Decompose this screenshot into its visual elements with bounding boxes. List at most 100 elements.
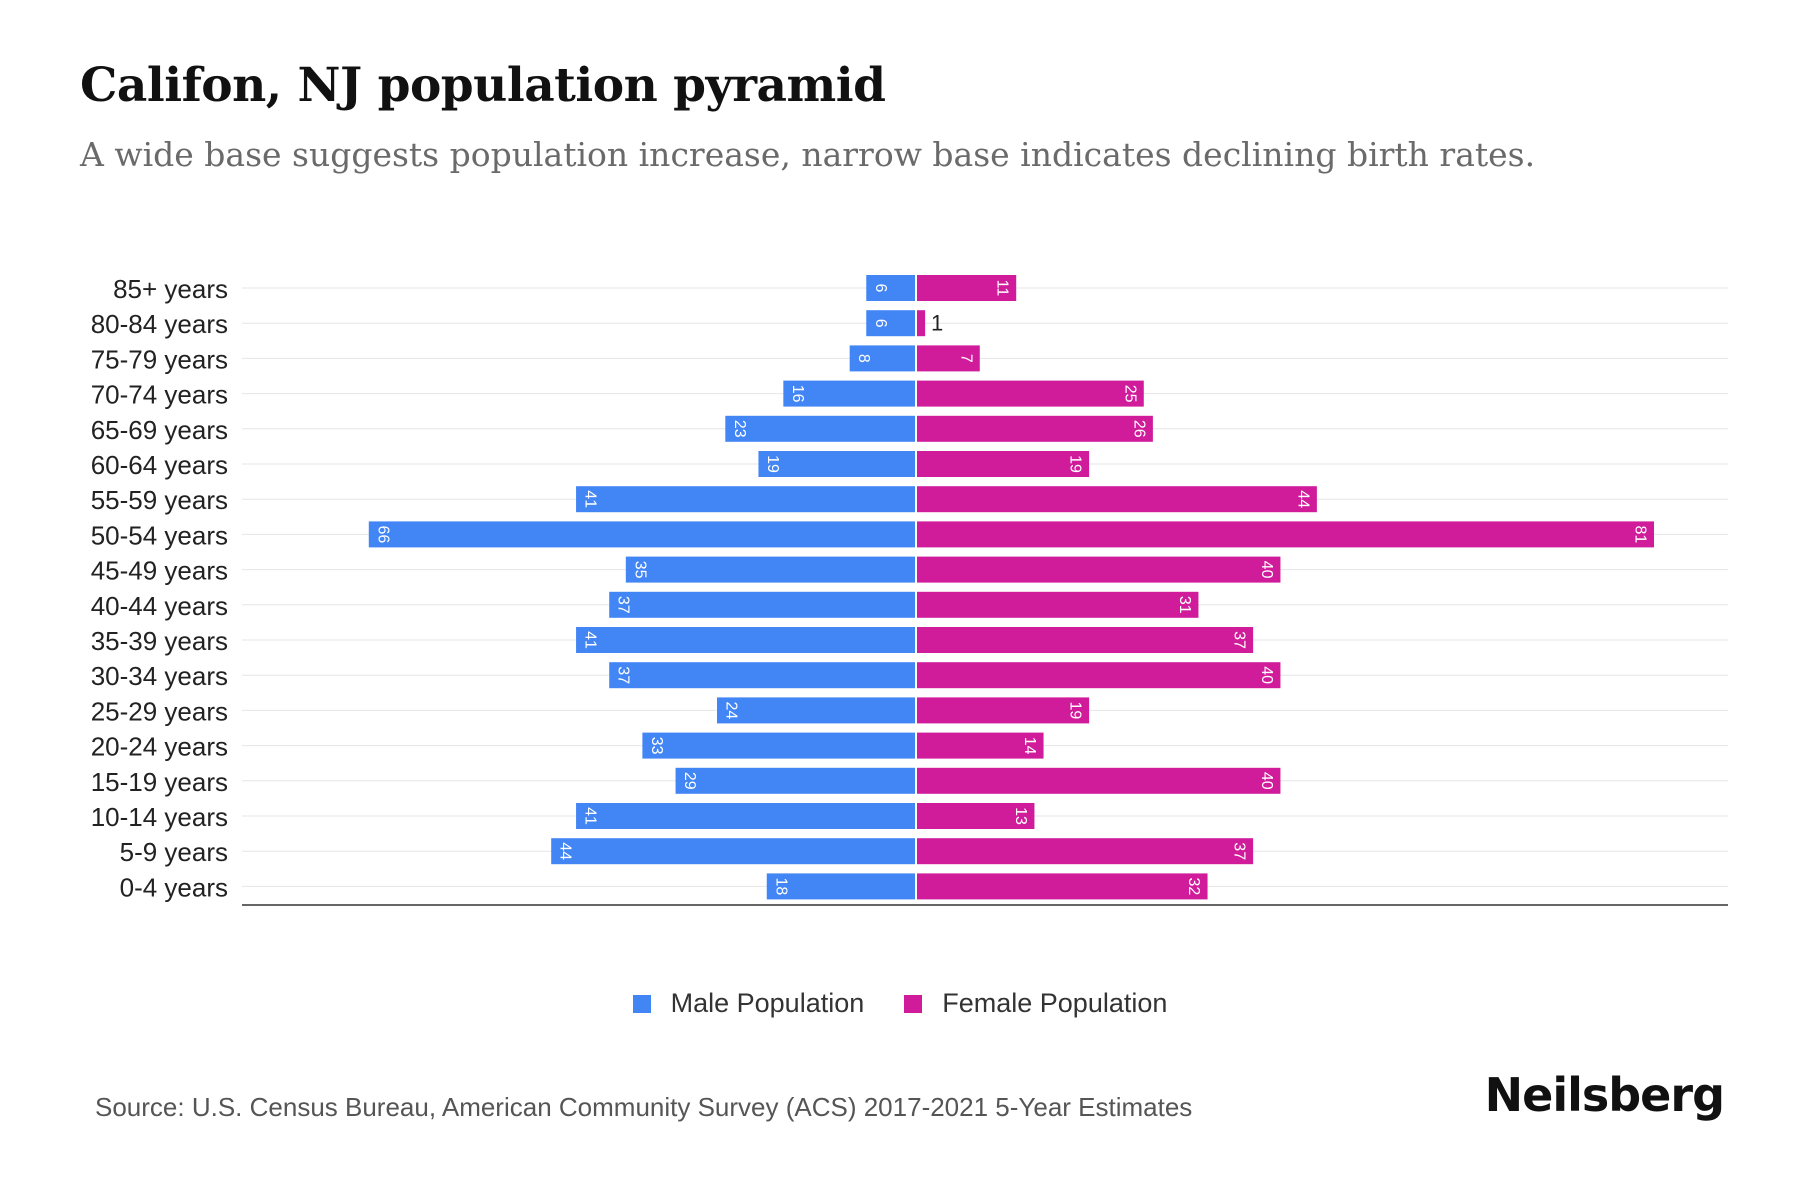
- bar-female[interactable]: [916, 310, 926, 337]
- y-tick-label: 85+ years: [113, 274, 228, 304]
- chart-title: Califon, NJ population pyramid: [80, 58, 886, 113]
- bar-male[interactable]: [576, 627, 916, 653]
- data-label-female: 19: [1067, 455, 1084, 473]
- bar-female[interactable]: [916, 767, 1281, 794]
- data-label-male: 33: [648, 737, 665, 755]
- bar-male[interactable]: [551, 838, 916, 865]
- bar-male[interactable]: [368, 521, 917, 548]
- legend-swatch-male: [632, 994, 651, 1013]
- bar-male[interactable]: [609, 591, 916, 618]
- y-tick-label: 15-19 years: [91, 767, 228, 797]
- legend-label-female: Female Population: [942, 988, 1168, 1018]
- bar-female[interactable]: [916, 556, 1281, 583]
- bar-male[interactable]: [717, 697, 916, 724]
- bar-male[interactable]: [576, 486, 916, 513]
- bar-female[interactable]: [916, 873, 1208, 900]
- bar-male[interactable]: [866, 275, 916, 301]
- y-tick-label: 5-9 years: [120, 837, 228, 867]
- data-label-female: 1: [931, 311, 943, 336]
- bar-male[interactable]: [609, 662, 916, 689]
- legend: Male Population Female Population: [0, 988, 1800, 1019]
- brand-logo: Neilsberg: [1484, 1068, 1725, 1122]
- bar-male[interactable]: [725, 415, 916, 442]
- bar-female[interactable]: [916, 838, 1254, 865]
- bar-female[interactable]: [916, 521, 1654, 548]
- data-label-female: 32: [1185, 878, 1202, 896]
- legend-label-male: Male Population: [670, 988, 865, 1018]
- bar-male[interactable]: [576, 803, 916, 829]
- bar-male[interactable]: [866, 310, 916, 337]
- bar-female[interactable]: [916, 451, 1090, 477]
- source-note: Source: U.S. Census Bureau, American Com…: [95, 1092, 1193, 1122]
- data-label-male: 6: [872, 284, 889, 293]
- legend-item-female[interactable]: Female Population: [904, 988, 1167, 1019]
- y-tick-label: 30-34 years: [91, 661, 228, 691]
- bar-female[interactable]: [916, 486, 1317, 513]
- y-tick-label: 50-54 years: [91, 520, 228, 550]
- legend-item-male[interactable]: Male Population: [632, 988, 865, 1019]
- bar-female[interactable]: [916, 275, 1017, 301]
- bar-male[interactable]: [758, 451, 916, 477]
- data-label-female: 13: [1012, 807, 1029, 825]
- y-tick-label: 10-14 years: [91, 802, 228, 832]
- chart-subtitle: A wide base suggests population increase…: [80, 135, 1536, 174]
- data-label-female: 40: [1258, 666, 1275, 684]
- data-label-male: 18: [772, 878, 789, 896]
- data-label-male: 41: [582, 631, 599, 649]
- data-label-male: 8: [855, 354, 872, 363]
- data-label-female: 7: [957, 354, 974, 363]
- data-label-male: 37: [615, 596, 632, 614]
- data-label-male: 35: [631, 561, 648, 579]
- bar-female[interactable]: [916, 662, 1281, 689]
- y-tick-label: 65-69 years: [91, 415, 228, 445]
- data-label-male: 23: [731, 420, 748, 438]
- y-tick-label: 0-4 years: [120, 872, 228, 902]
- data-label-male: 19: [764, 455, 781, 473]
- y-tick-label: 25-29 years: [91, 696, 228, 726]
- y-tick-label: 60-64 years: [91, 450, 228, 480]
- y-tick-label: 55-59 years: [91, 485, 228, 515]
- data-label-male: 44: [557, 842, 574, 860]
- data-label-female: 44: [1294, 490, 1311, 508]
- bar-male[interactable]: [675, 767, 916, 794]
- data-label-female: 81: [1632, 526, 1649, 544]
- data-label-female: 26: [1130, 420, 1147, 438]
- bar-female[interactable]: [916, 591, 1199, 618]
- data-label-male: 66: [374, 526, 391, 544]
- data-label-male: 41: [582, 490, 599, 508]
- y-tick-label: 20-24 years: [91, 732, 228, 762]
- bar-female[interactable]: [916, 732, 1044, 759]
- y-tick-label: 80-84 years: [91, 309, 228, 339]
- bar-female[interactable]: [916, 345, 980, 372]
- data-label-female: 37: [1231, 631, 1248, 649]
- y-tick-label: 70-74 years: [91, 380, 228, 410]
- data-label-female: 31: [1176, 596, 1193, 614]
- bar-male[interactable]: [642, 732, 916, 759]
- legend-swatch-female: [904, 994, 923, 1013]
- y-tick-label: 45-49 years: [91, 556, 228, 586]
- population-pyramid-chart: 85+ years 6 11 80-84 years 6 1 75-79 years 8 7 70…: [91, 273, 1728, 906]
- y-tick-label: 75-79 years: [91, 344, 228, 374]
- data-label-male: 37: [615, 666, 632, 684]
- data-label-male: 24: [723, 702, 740, 720]
- bar-male[interactable]: [766, 873, 916, 900]
- bar-female[interactable]: [916, 697, 1090, 724]
- data-label-female: 19: [1067, 702, 1084, 720]
- bar-male[interactable]: [783, 380, 916, 407]
- data-label-male: 29: [681, 772, 698, 790]
- data-label-male: 6: [872, 319, 889, 328]
- data-label-female: 14: [1021, 737, 1038, 755]
- bar-female[interactable]: [916, 380, 1144, 407]
- data-label-female: 40: [1258, 561, 1275, 579]
- bar-male[interactable]: [849, 345, 916, 372]
- bar-female[interactable]: [916, 627, 1254, 653]
- y-tick-label: 40-44 years: [91, 591, 228, 621]
- data-label-female: 11: [994, 280, 1011, 297]
- data-label-female: 40: [1258, 772, 1275, 790]
- data-label-female: 37: [1231, 842, 1248, 860]
- bar-female[interactable]: [916, 415, 1153, 442]
- bar-female[interactable]: [916, 803, 1035, 829]
- bar-male[interactable]: [625, 556, 916, 583]
- data-label-male: 16: [789, 385, 806, 403]
- data-label-female: 25: [1121, 385, 1138, 403]
